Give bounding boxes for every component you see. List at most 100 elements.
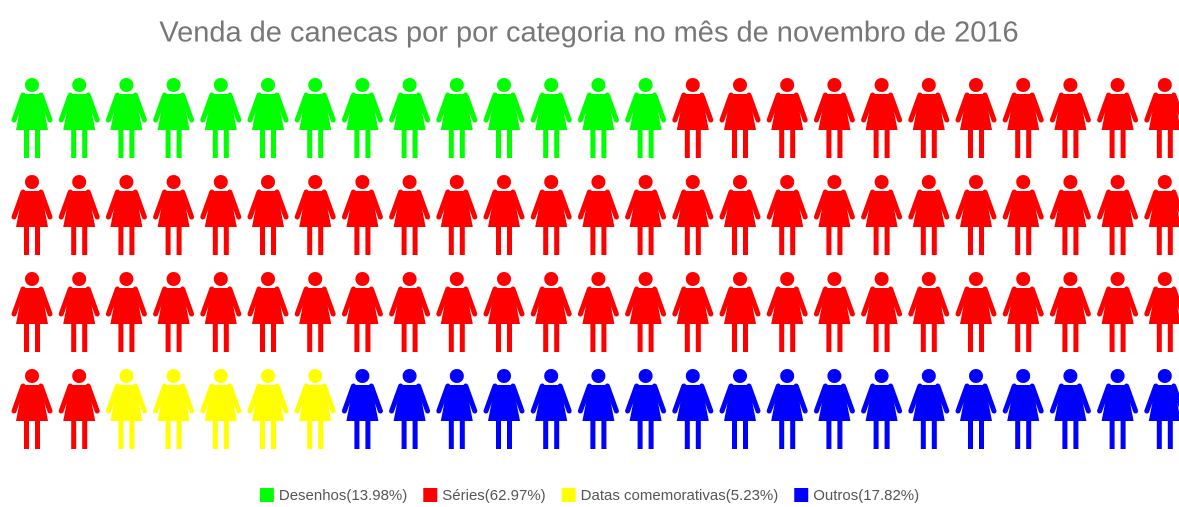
icon	[813, 78, 855, 158]
icon	[247, 78, 289, 158]
icon	[389, 78, 431, 158]
icon	[530, 369, 572, 449]
icon	[625, 175, 667, 255]
icon	[672, 369, 714, 449]
icon	[483, 369, 525, 449]
icon	[11, 175, 53, 255]
icon	[200, 369, 242, 449]
icon	[436, 272, 478, 352]
icon	[908, 369, 950, 449]
icon	[294, 272, 336, 352]
icon	[813, 175, 855, 255]
icon	[436, 78, 478, 158]
icon	[341, 78, 383, 158]
legend-text: Desenhos(13.98%)	[279, 487, 407, 504]
icon	[1002, 78, 1044, 158]
icon	[766, 175, 808, 255]
icon	[247, 272, 289, 352]
icon	[294, 369, 336, 449]
icon	[625, 369, 667, 449]
icon	[389, 272, 431, 352]
legend-text: Séries(62.97%)	[442, 487, 545, 504]
icon	[105, 272, 147, 352]
icon	[1144, 369, 1179, 449]
icon	[58, 272, 100, 352]
icon	[1144, 175, 1179, 255]
icon	[483, 175, 525, 255]
legend-item: Desenhos(13.98%)	[259, 487, 407, 504]
icon	[719, 369, 761, 449]
icon	[813, 272, 855, 352]
icon	[1049, 78, 1091, 158]
icon	[1144, 272, 1179, 352]
icon	[153, 78, 195, 158]
icon	[294, 175, 336, 255]
icon	[530, 175, 572, 255]
icon	[672, 78, 714, 158]
icon	[672, 272, 714, 352]
icon	[530, 78, 572, 158]
icon	[483, 78, 525, 158]
icon	[11, 272, 53, 352]
icon	[294, 78, 336, 158]
legend-item: Datas comemorativas(5.23%)	[561, 487, 778, 504]
icon	[955, 175, 997, 255]
icon	[955, 78, 997, 158]
icon	[908, 78, 950, 158]
icon	[672, 175, 714, 255]
legend-swatch	[794, 488, 809, 502]
icon	[1097, 272, 1139, 352]
icon	[577, 78, 619, 158]
icon	[908, 272, 950, 352]
icon	[341, 175, 383, 255]
icon	[153, 175, 195, 255]
legend: Desenhos(13.98%) Séries(62.97%) Datas come…	[259, 487, 919, 504]
icon	[436, 369, 478, 449]
icon	[341, 272, 383, 352]
icon	[436, 175, 478, 255]
icon	[483, 272, 525, 352]
icon	[577, 369, 619, 449]
icon	[247, 175, 289, 255]
icon	[861, 78, 903, 158]
chart-title: Venda de canecas por por categoria no mê…	[159, 17, 1018, 49]
icon	[766, 272, 808, 352]
legend-swatch	[259, 488, 274, 502]
icon	[955, 369, 997, 449]
icon	[1097, 369, 1139, 449]
icon	[625, 272, 667, 352]
icon	[58, 369, 100, 449]
icon	[719, 272, 761, 352]
icon	[1049, 272, 1091, 352]
icon	[813, 369, 855, 449]
icon	[1144, 78, 1179, 158]
icon	[1002, 369, 1044, 449]
icon	[389, 175, 431, 255]
icon	[247, 369, 289, 449]
legend-item: Outros(17.82%)	[794, 487, 919, 504]
icon	[1049, 369, 1091, 449]
icon	[105, 78, 147, 158]
icon	[861, 175, 903, 255]
icon	[766, 78, 808, 158]
icon	[153, 369, 195, 449]
icon	[625, 78, 667, 158]
icon	[1002, 272, 1044, 352]
icon	[58, 175, 100, 255]
icon	[861, 369, 903, 449]
icon	[766, 369, 808, 449]
icon	[1097, 175, 1139, 255]
icon	[341, 369, 383, 449]
legend-item: Séries(62.97%)	[423, 487, 546, 504]
icon	[153, 272, 195, 352]
icon	[389, 369, 431, 449]
icon	[577, 272, 619, 352]
icon	[105, 175, 147, 255]
icon	[530, 272, 572, 352]
icon	[200, 272, 242, 352]
icon	[719, 175, 761, 255]
icon	[11, 369, 53, 449]
icon	[200, 175, 242, 255]
icon	[955, 272, 997, 352]
